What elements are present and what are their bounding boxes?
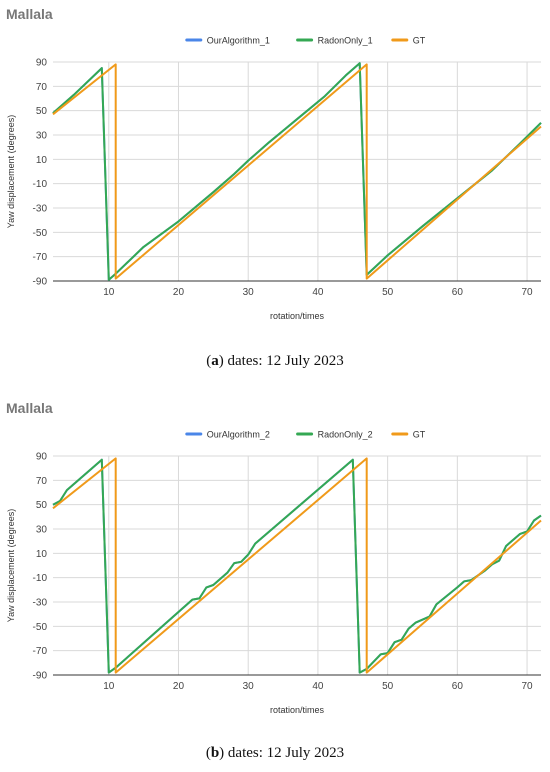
legend-label: RadonOnly_2 bbox=[318, 430, 373, 440]
x-tick-label: 20 bbox=[173, 287, 185, 298]
y-tick-label: 10 bbox=[36, 549, 48, 560]
y-tick-label: -90 bbox=[33, 671, 48, 682]
legend-label: OurAlgorithm_2 bbox=[207, 430, 270, 440]
x-tick-label: 70 bbox=[521, 681, 533, 692]
y-tick-label: 70 bbox=[36, 476, 48, 487]
y-tick-label: 10 bbox=[36, 155, 48, 166]
x-tick-label: 40 bbox=[312, 287, 324, 298]
y-tick-label: -30 bbox=[33, 598, 48, 609]
x-tick-label: 50 bbox=[382, 681, 394, 692]
y-tick-label: -10 bbox=[33, 179, 48, 190]
line-chart: 90 70 50 30 10 -10 -30 -50 -70 -90 10 20 30 40 50 60 70 r… bbox=[6, 430, 542, 715]
series-line-ouralgorithm-2 bbox=[52, 458, 542, 674]
legend-label: GT bbox=[413, 430, 426, 440]
line-chart: 90 70 50 30 10 -10 -30 -50 -70 -90 10 20 30 40 50 60 70 r… bbox=[6, 36, 542, 321]
y-tick-label: 50 bbox=[36, 106, 48, 117]
chart-panel-b: Mallala 90 70 50 30 10 -10 -30 -50 -70 -90 10 20 30 4… bbox=[0, 394, 550, 772]
series-line-gt bbox=[52, 457, 542, 674]
y-tick-label: 30 bbox=[36, 131, 48, 142]
y-tick-label: 70 bbox=[36, 82, 48, 93]
caption-letter: a bbox=[211, 353, 219, 369]
x-tick-label: 30 bbox=[243, 287, 255, 298]
series-line-gt bbox=[52, 63, 542, 280]
x-tick-label: 30 bbox=[243, 681, 255, 692]
y-tick-label: -10 bbox=[33, 573, 48, 584]
y-tick-label: -50 bbox=[33, 622, 48, 633]
x-tick-label: 10 bbox=[103, 681, 115, 692]
chart-panel-a: Mallala 90 70 50 30 10 -10 -30 -50 -70 -90 10 20 30 4… bbox=[6, 6, 542, 369]
x-axis-label: rotation/times bbox=[270, 311, 325, 321]
x-tick-label: 70 bbox=[521, 287, 533, 298]
y-axis-label: Yaw displacement (degrees) bbox=[6, 115, 16, 228]
legend-label: OurAlgorithm_1 bbox=[207, 36, 270, 46]
caption-letter: b bbox=[210, 745, 220, 761]
series-line-ouralgorithm-1 bbox=[52, 62, 542, 281]
y-tick-label: 90 bbox=[36, 452, 48, 463]
y-tick-label: -70 bbox=[33, 646, 48, 657]
x-tick-label: 60 bbox=[452, 287, 464, 298]
series-line-radononly-2 bbox=[52, 458, 542, 674]
y-tick-label: -70 bbox=[33, 252, 48, 263]
x-axis-label: rotation/times bbox=[270, 705, 325, 715]
figure-caption: (a) dates: 12 July 2023 bbox=[206, 353, 344, 369]
chart-title: Mallala bbox=[6, 400, 53, 416]
x-tick-label: 60 bbox=[452, 681, 464, 692]
figure-caption: (b) dates: 12 July 2023 bbox=[205, 745, 345, 761]
y-tick-label: 90 bbox=[36, 58, 48, 69]
x-tick-label: 20 bbox=[173, 681, 185, 692]
caption-text: dates: 12 July 2023 bbox=[227, 353, 344, 369]
y-tick-label: 50 bbox=[36, 500, 48, 511]
legend-label: RadonOnly_1 bbox=[318, 36, 373, 46]
y-axis-label: Yaw displacement (degrees) bbox=[6, 509, 16, 622]
y-tick-label: 30 bbox=[36, 525, 48, 536]
x-tick-label: 50 bbox=[382, 287, 394, 298]
legend-label: GT bbox=[413, 36, 426, 46]
x-tick-label: 40 bbox=[312, 681, 324, 692]
x-tick-label: 10 bbox=[103, 287, 115, 298]
chart-title: Mallala bbox=[6, 6, 53, 22]
y-tick-label: -30 bbox=[33, 204, 48, 215]
y-tick-label: -50 bbox=[33, 228, 48, 239]
caption-text: dates: 12 July 2023 bbox=[227, 745, 345, 761]
series-line-radononly-1 bbox=[52, 62, 542, 281]
y-tick-label: -90 bbox=[33, 277, 48, 288]
